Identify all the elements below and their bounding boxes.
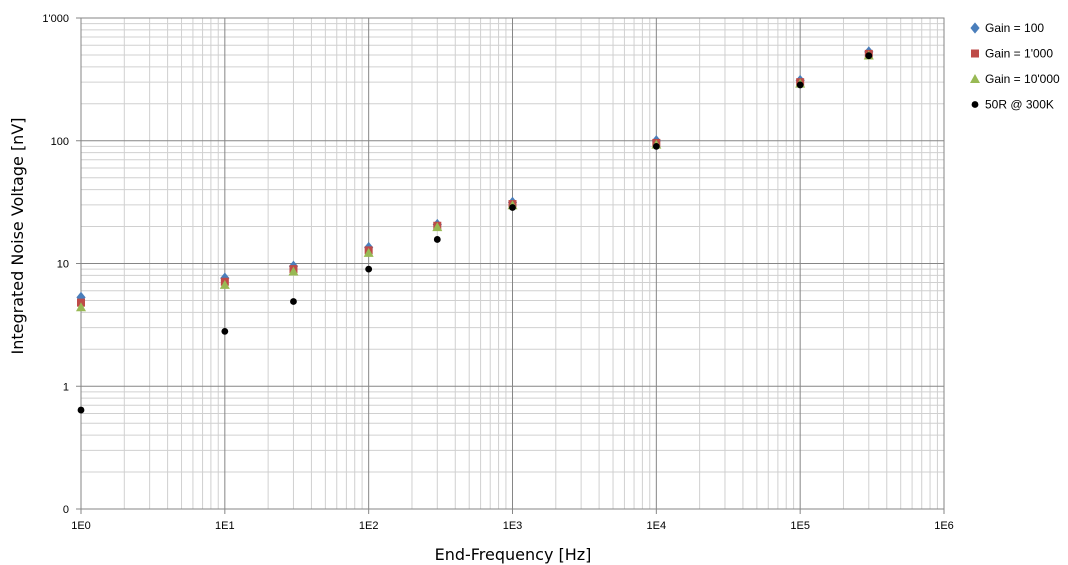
data-point-triangle	[219, 279, 230, 289]
y-tick-label: 10	[57, 259, 69, 271]
x-tick-label: 1E1	[215, 520, 235, 532]
data-point-triangle	[76, 302, 86, 312]
series-2	[77, 49, 873, 307]
legend-item: Gain = 100	[970, 21, 1044, 35]
legend-marker-circle	[971, 101, 979, 108]
data-point-circle	[77, 406, 85, 414]
y-tick-label: 1	[63, 381, 69, 393]
series-4	[77, 52, 873, 414]
data-point-circle	[290, 298, 297, 305]
data-point-circle	[796, 81, 804, 89]
legend-marker-triangle	[970, 74, 980, 83]
data-point-circle	[509, 204, 516, 211]
series-1	[76, 46, 874, 303]
data-point-circle	[221, 327, 229, 335]
legend-item: 50R @ 300K	[971, 98, 1054, 112]
legend-marker-diamond	[970, 22, 980, 34]
y-tick-label: 1'000	[42, 13, 69, 25]
data-point-circle	[365, 265, 373, 273]
data-point-circle	[433, 236, 441, 243]
y-tick-label: 0	[63, 504, 69, 516]
data-point-triangle	[432, 222, 443, 232]
x-tick-label: 1E4	[647, 520, 667, 532]
legend-label: Gain = 100	[985, 21, 1044, 35]
legend-item: Gain = 10'000	[970, 72, 1060, 86]
legend-label: Gain = 10'000	[985, 72, 1060, 86]
data-points	[76, 46, 874, 414]
y-axis-title: Integrated Noise Voltage [nV]	[8, 117, 27, 354]
data-point-triangle	[288, 266, 299, 276]
y-tick-label: 100	[51, 136, 69, 148]
data-point-diamond	[76, 291, 86, 303]
legend-label: Gain = 1'000	[985, 47, 1053, 61]
data-point-circle	[865, 52, 873, 60]
x-tick-label: 1E5	[790, 520, 810, 532]
x-tick-label: 1E6	[934, 520, 954, 532]
x-axis-ticks: 1E0 1E1 1E2 1E3 1E4 1E5 1E6	[71, 509, 954, 532]
legend: Gain = 100 Gain = 1'000 Gain = 10'000 50R @…	[970, 21, 1060, 112]
x-axis-title: End-Frequency [Hz]	[435, 545, 592, 564]
legend-item: Gain = 1'000	[971, 47, 1053, 61]
legend-marker-square	[971, 49, 979, 58]
x-tick-label: 1E0	[71, 520, 91, 532]
series-3	[76, 50, 874, 312]
x-tick-label: 1E2	[359, 520, 379, 532]
y-axis-ticks: 0 1 10 100 1'000	[42, 13, 81, 516]
data-point-triangle	[363, 247, 374, 257]
x-tick-label: 1E3	[503, 520, 523, 532]
data-point-circle	[652, 142, 660, 150]
legend-label: 50R @ 300K	[985, 98, 1054, 112]
